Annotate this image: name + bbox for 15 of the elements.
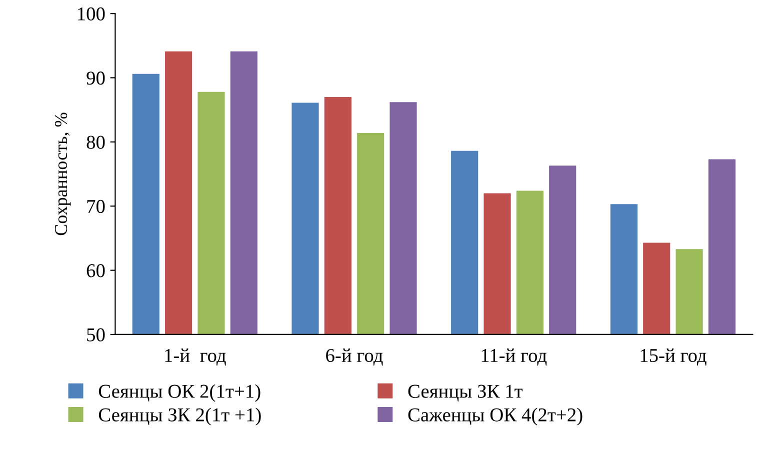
legend-label: Сеянцы ЗК 1т <box>408 384 523 402</box>
x-tick-label: 1-й год <box>165 348 226 366</box>
y-axis-title: Сохранность, % <box>54 112 71 236</box>
legend-label: Сеянцы ОК 2(1т+1) <box>98 384 260 402</box>
y-tick-label: 90 <box>86 72 105 85</box>
y-tick-label: 50 <box>87 328 105 342</box>
x-tick-label: 11-й год <box>482 348 547 366</box>
legend-label: Сеянцы ЗК 2(1т +1) <box>98 408 261 426</box>
y-tick-label: 60 <box>86 264 105 278</box>
x-tick-label: 15-й год <box>640 348 706 366</box>
x-tick-label: 6-й год <box>326 348 383 366</box>
y-tick-label: 80 <box>86 136 105 149</box>
y-tick-label: 100 <box>78 7 105 20</box>
legend-label: Саженцы ОК 4(2т+2) <box>408 408 582 426</box>
y-tick-label: 70 <box>87 200 105 214</box>
